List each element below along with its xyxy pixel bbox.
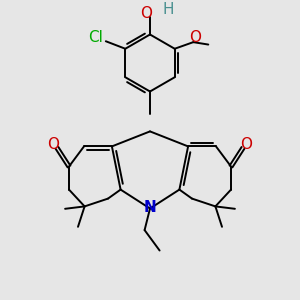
Text: O: O (47, 137, 59, 152)
Text: N: N (144, 200, 156, 214)
Text: O: O (189, 30, 201, 45)
Text: O: O (241, 137, 253, 152)
Text: H: H (162, 2, 174, 17)
Text: Cl: Cl (88, 29, 104, 44)
Text: O: O (140, 6, 152, 21)
